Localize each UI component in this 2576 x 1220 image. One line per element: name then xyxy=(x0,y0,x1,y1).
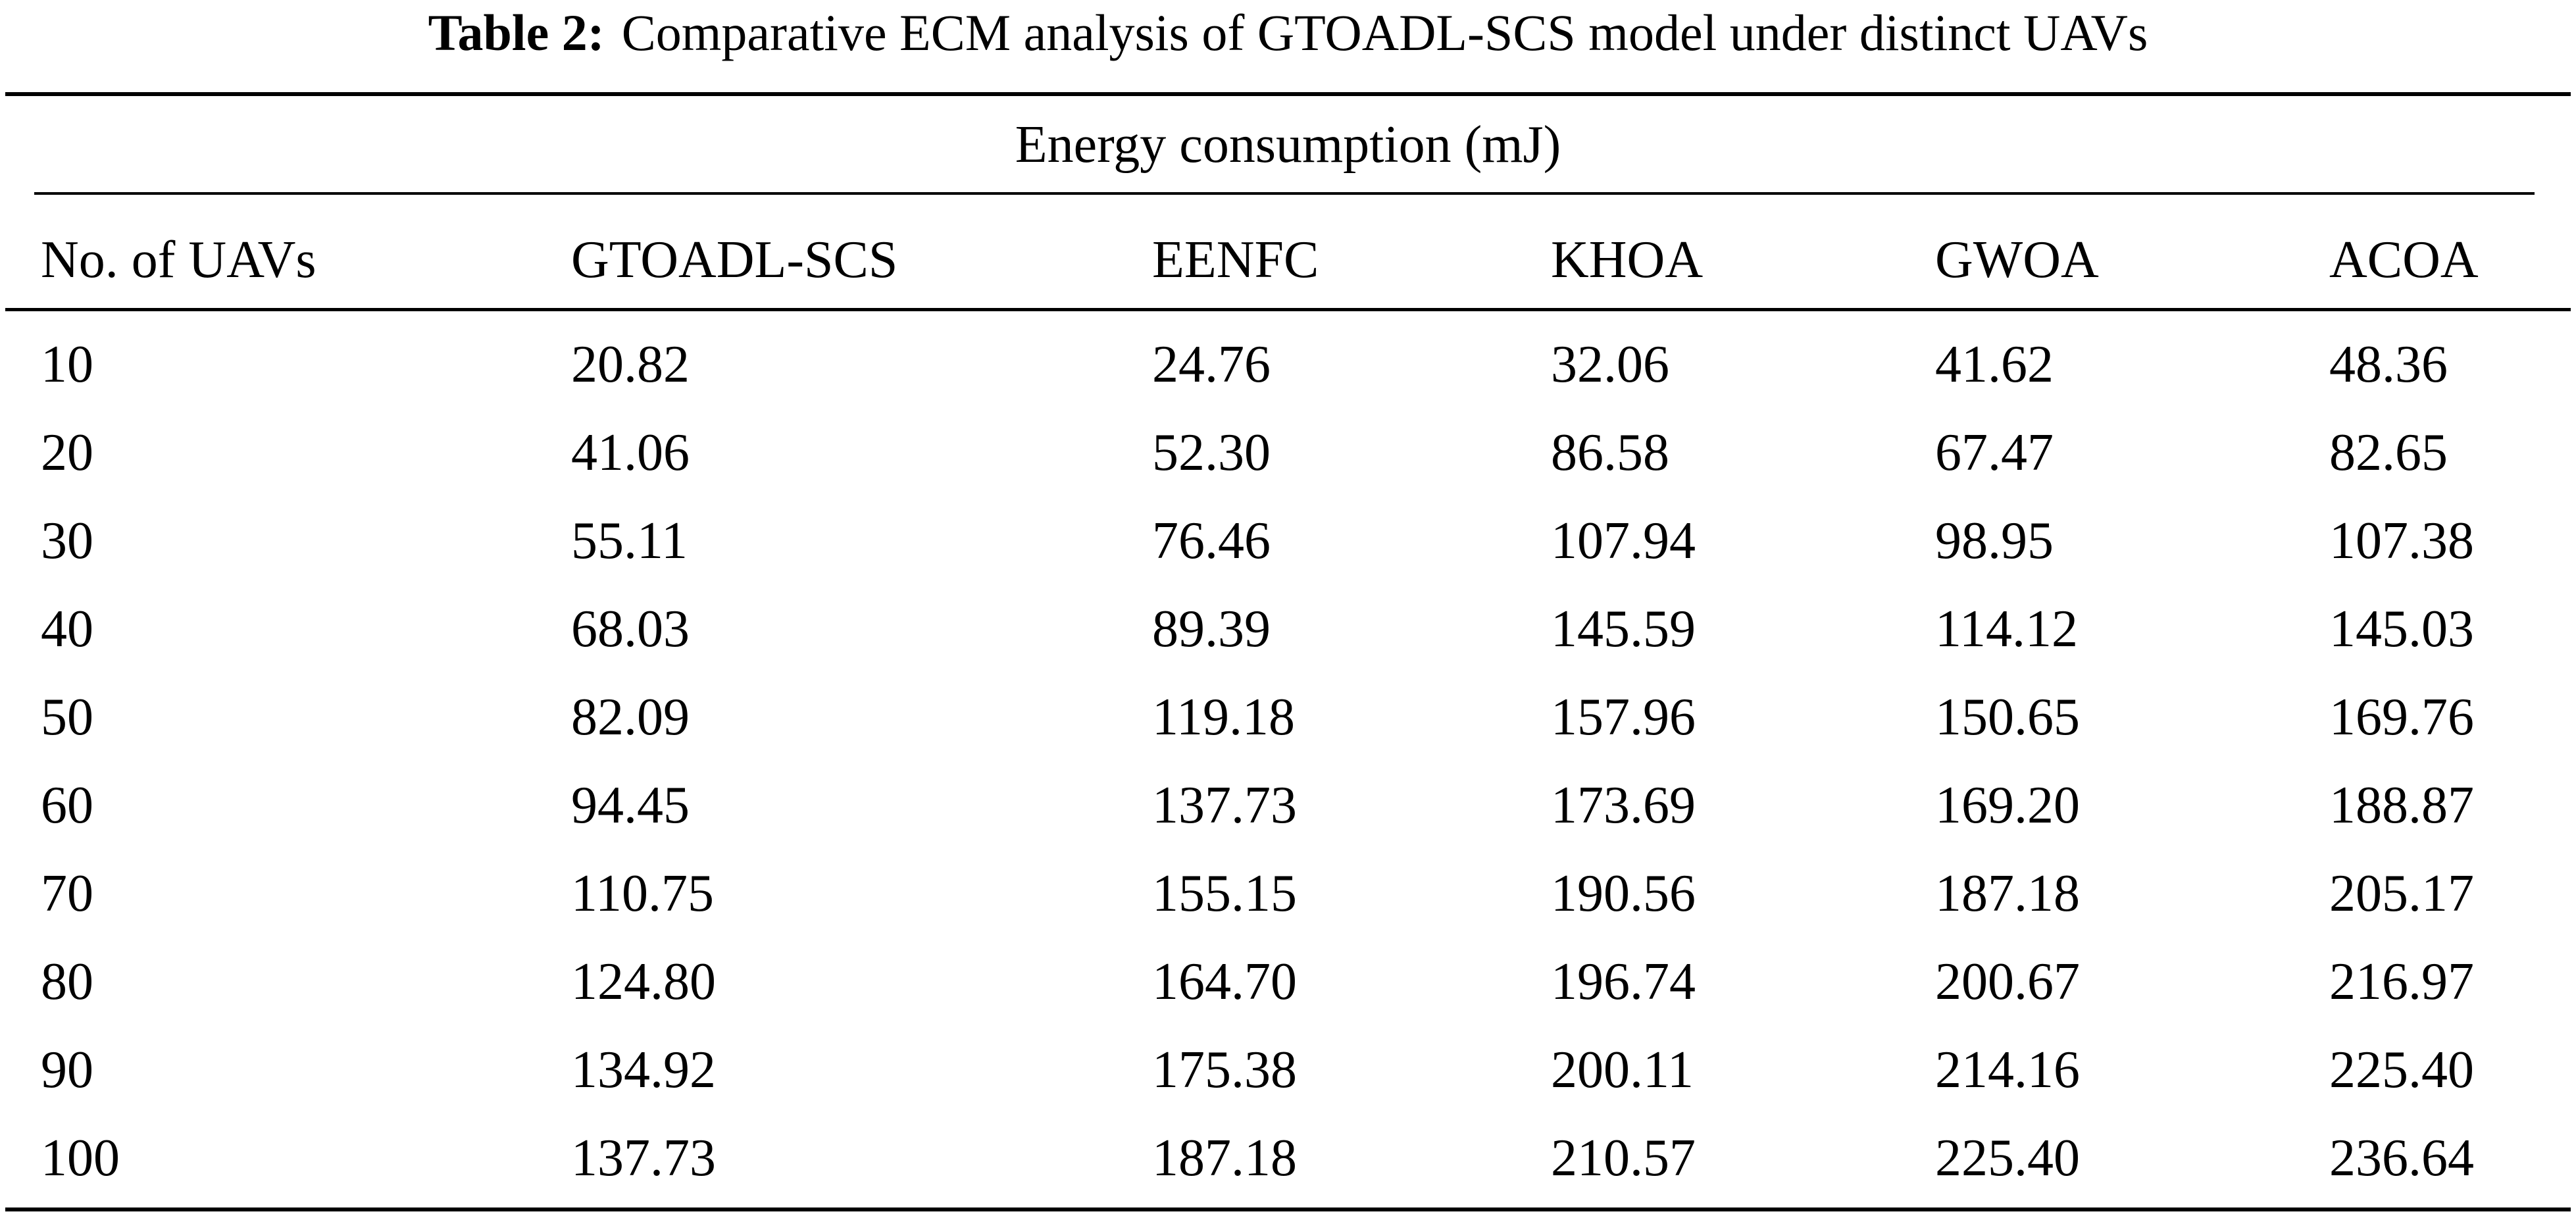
table-cell: 214.16 xyxy=(1935,1041,2080,1099)
table-cell: 82.65 xyxy=(2329,424,2448,482)
table-cell: 41.06 xyxy=(571,424,690,482)
table-cell: 110.75 xyxy=(571,865,715,923)
table-cell: 82.09 xyxy=(571,688,690,746)
table-cell: 236.64 xyxy=(2329,1129,2474,1187)
table-cell: 20 xyxy=(41,424,93,482)
header-rule xyxy=(5,308,2571,311)
table-cell: 190.56 xyxy=(1551,865,1696,923)
table-cell: 169.20 xyxy=(1935,776,2080,834)
column-header: GWOA xyxy=(1935,231,2099,289)
table-cell: 20.82 xyxy=(571,336,690,394)
table-top-rule xyxy=(5,92,2571,96)
table-cell: 216.97 xyxy=(2329,953,2474,1011)
table-cell: 24.76 xyxy=(1152,336,1271,394)
table-cell: 157.96 xyxy=(1551,688,1696,746)
table-cell: 41.62 xyxy=(1935,336,2054,394)
table-cell: 175.38 xyxy=(1152,1041,1297,1099)
table-cell: 137.73 xyxy=(571,1129,716,1187)
column-header: EENFC xyxy=(1152,231,1319,289)
caption-label: Table 2: xyxy=(428,4,605,61)
table-cell: 114.12 xyxy=(1935,600,2079,658)
table-cell: 155.15 xyxy=(1152,865,1297,923)
column-header: KHOA xyxy=(1551,231,1704,289)
table-cell: 60 xyxy=(41,776,93,834)
column-header: ACOA xyxy=(2329,231,2479,289)
table-cell: 80 xyxy=(41,953,93,1011)
table-cell: 134.92 xyxy=(571,1041,716,1099)
caption-text: Comparative ECM analysis of GTOADL-SCS m… xyxy=(621,4,2148,61)
table-cell: 50 xyxy=(41,688,93,746)
table-cell: 107.94 xyxy=(1551,512,1696,570)
table-cell: 90 xyxy=(41,1041,93,1099)
table-cell: 107.38 xyxy=(2329,512,2474,570)
table-cell: 225.40 xyxy=(2329,1041,2474,1099)
table-cell: 145.59 xyxy=(1551,600,1696,658)
table-cell: 145.03 xyxy=(2329,600,2474,658)
table-cell: 40 xyxy=(41,600,93,658)
column-header: GTOADL-SCS xyxy=(571,231,898,289)
table-cell: 94.45 xyxy=(571,776,690,834)
table-cell: 200.11 xyxy=(1551,1041,1694,1099)
table-cell: 89.39 xyxy=(1152,600,1271,658)
table-cell: 67.47 xyxy=(1935,424,2054,482)
table-cell: 200.67 xyxy=(1935,953,2080,1011)
table-cell: 150.65 xyxy=(1935,688,2080,746)
table-cell: 225.40 xyxy=(1935,1129,2080,1187)
table-caption: Table 2: Comparative ECM analysis of GTOA… xyxy=(0,0,2576,66)
group-header: Energy consumption (mJ) xyxy=(1015,116,1561,174)
table-cell: 10 xyxy=(41,336,93,394)
table-cell: 187.18 xyxy=(1152,1129,1297,1187)
table-cell: 68.03 xyxy=(571,600,690,658)
table-cell: 55.11 xyxy=(571,512,688,570)
table-cell: 124.80 xyxy=(571,953,716,1011)
table-cell: 98.95 xyxy=(1935,512,2054,570)
table-cell: 210.57 xyxy=(1551,1129,1696,1187)
table-bottom-rule xyxy=(5,1207,2571,1211)
table-cell: 70 xyxy=(41,865,93,923)
group-header-rule xyxy=(34,192,2535,195)
table-cell: 196.74 xyxy=(1551,953,1696,1011)
table-cell: 187.18 xyxy=(1935,865,2080,923)
table-cell: 32.06 xyxy=(1551,336,1669,394)
table-cell: 48.36 xyxy=(2329,336,2448,394)
table-cell: 100 xyxy=(41,1129,120,1187)
table-cell: 76.46 xyxy=(1152,512,1271,570)
table-cell: 86.58 xyxy=(1551,424,1669,482)
table-cell: 173.69 xyxy=(1551,776,1696,834)
table-cell: 205.17 xyxy=(2329,865,2474,923)
table-cell: 169.76 xyxy=(2329,688,2474,746)
table-cell: 119.18 xyxy=(1152,688,1296,746)
table-cell: 188.87 xyxy=(2329,776,2474,834)
table-cell: 30 xyxy=(41,512,93,570)
column-header: No. of UAVs xyxy=(41,231,316,289)
table-cell: 164.70 xyxy=(1152,953,1297,1011)
table-cell: 52.30 xyxy=(1152,424,1271,482)
table-cell: 137.73 xyxy=(1152,776,1297,834)
